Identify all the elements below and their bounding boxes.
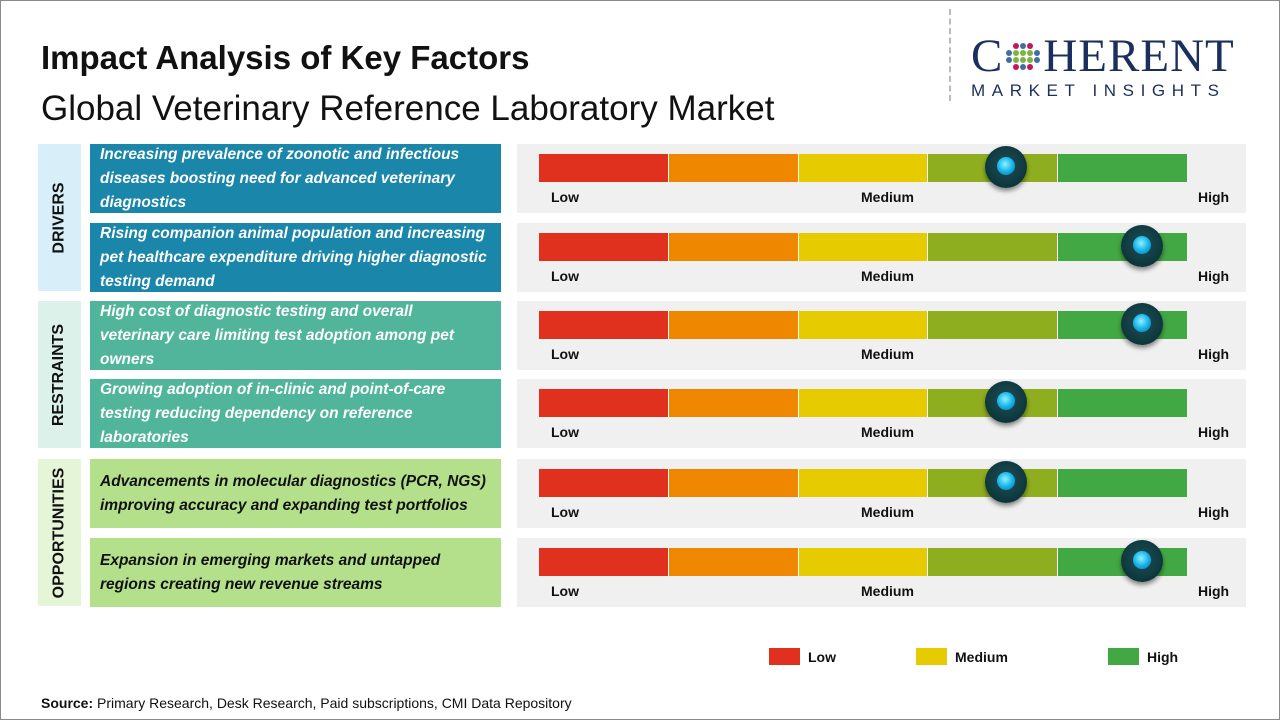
scale-segment xyxy=(1058,154,1187,182)
scale-label-medium: Medium xyxy=(861,268,914,284)
impact-gauge: Low Medium High xyxy=(517,301,1246,370)
scale-segment xyxy=(668,311,799,339)
category-opportunities: OPPORTUNITIES xyxy=(38,459,81,606)
category-label: RESTRAINTS xyxy=(50,323,68,426)
factor-description: Increasing prevalence of zoonotic and in… xyxy=(90,144,501,213)
impact-scale-bar xyxy=(539,233,1187,261)
impact-scale-bar xyxy=(539,469,1187,497)
impact-indicator-knob xyxy=(984,381,1027,423)
scale-segment xyxy=(798,233,929,261)
scale-label-low: Low xyxy=(551,424,579,440)
source-note: Source: Primary Research, Desk Research,… xyxy=(41,695,572,711)
impact-gauge: Low Medium High xyxy=(517,223,1246,292)
scale-segment xyxy=(668,548,799,576)
scale-segment xyxy=(928,311,1059,339)
scale-segment xyxy=(928,548,1059,576)
scale-segment xyxy=(1058,469,1187,497)
category-label: DRIVERS xyxy=(50,181,68,254)
legend-medium: Medium xyxy=(916,648,1008,665)
logo-tagline: MARKET INSIGHTS xyxy=(971,81,1226,100)
scale-label-low: Low xyxy=(551,583,579,599)
category-drivers: DRIVERS xyxy=(38,144,81,291)
scale-label-high: High xyxy=(1198,504,1230,520)
scale-label-low: Low xyxy=(551,504,579,520)
scale-segment xyxy=(798,311,929,339)
legend-low: Low xyxy=(769,648,836,665)
impact-gauge: Low Medium High xyxy=(517,459,1246,528)
factor-description: Growing adoption of in-clinic and point-… xyxy=(90,379,501,448)
legend-label: High xyxy=(1147,648,1179,665)
scale-label-medium: Medium xyxy=(861,583,914,599)
factor-description: Rising companion animal population and i… xyxy=(90,223,501,292)
scale-label-medium: Medium xyxy=(861,424,914,440)
scale-label-high: High xyxy=(1198,583,1230,599)
legend-swatch-high xyxy=(1108,648,1139,665)
scale-segment xyxy=(798,469,929,497)
scale-segment xyxy=(668,233,799,261)
impact-gauge: Low Medium High xyxy=(517,144,1246,213)
scale-segment xyxy=(798,389,929,417)
coherent-logo: C HERENT MARKET INSIGHTS xyxy=(971,33,1261,101)
scale-label-low: Low xyxy=(551,268,579,284)
factor-description: High cost of diagnostic testing and over… xyxy=(90,301,501,370)
legend-high: High xyxy=(1108,648,1178,665)
impact-gauge: Low Medium High xyxy=(517,538,1246,607)
scale-segment xyxy=(539,389,669,417)
scale-segment xyxy=(539,233,669,261)
impact-indicator-knob xyxy=(984,461,1027,503)
source-label: Source: xyxy=(41,695,94,711)
factor-description: Advancements in molecular diagnostics (P… xyxy=(90,459,501,528)
factor-description: Expansion in emerging markets and untapp… xyxy=(90,538,501,607)
scale-segment xyxy=(798,154,929,182)
legend-label: Medium xyxy=(955,648,1008,665)
impact-gauge: Low Medium High xyxy=(517,379,1246,448)
page-subtitle: Global Veterinary Reference Laboratory M… xyxy=(41,89,775,128)
page-title: Impact Analysis of Key Factors xyxy=(41,39,530,76)
impact-indicator-knob xyxy=(1120,303,1163,345)
scale-label-low: Low xyxy=(551,346,579,362)
scale-segment xyxy=(668,469,799,497)
scale-label-high: High xyxy=(1198,424,1230,440)
scale-label-medium: Medium xyxy=(861,346,914,362)
scale-label-high: High xyxy=(1198,346,1230,362)
scale-segment xyxy=(539,469,669,497)
legend-label: Low xyxy=(808,648,836,665)
scale-label-high: High xyxy=(1198,268,1230,284)
impact-scale-bar xyxy=(539,311,1187,339)
scale-segment xyxy=(668,389,799,417)
logo-wordmark: C HERENT xyxy=(971,30,1235,82)
impact-indicator-knob xyxy=(984,146,1027,188)
source-text: Primary Research, Desk Research, Paid su… xyxy=(93,695,572,711)
category-label: OPPORTUNITIES xyxy=(50,467,68,598)
impact-indicator-knob xyxy=(1120,540,1163,582)
legend-swatch-medium xyxy=(916,648,947,665)
scale-label-low: Low xyxy=(551,189,579,205)
scale-segment xyxy=(798,548,929,576)
scale-segment xyxy=(539,548,669,576)
impact-scale-bar xyxy=(539,154,1187,182)
scale-segment xyxy=(668,154,799,182)
divider xyxy=(949,9,951,101)
scale-segment xyxy=(539,311,669,339)
scale-label-high: High xyxy=(1198,189,1230,205)
impact-scale-bar xyxy=(539,389,1187,417)
legend-swatch-low xyxy=(769,648,800,665)
impact-indicator-knob xyxy=(1120,225,1163,267)
impact-scale-bar xyxy=(539,548,1187,576)
scale-label-medium: Medium xyxy=(861,189,914,205)
scale-segment xyxy=(928,233,1059,261)
scale-segment xyxy=(1058,389,1187,417)
globe-dots-icon xyxy=(1006,42,1041,70)
scale-segment xyxy=(539,154,669,182)
scale-label-medium: Medium xyxy=(861,504,914,520)
category-restraints: RESTRAINTS xyxy=(38,301,81,448)
